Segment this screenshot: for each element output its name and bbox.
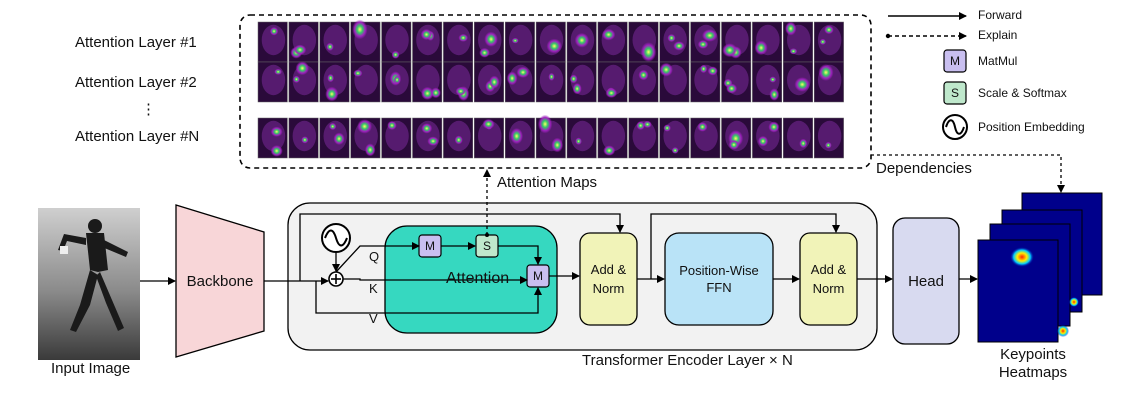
add-norm-label-1: Add & Norm [590,262,627,296]
encoder-label: Transformer Encoder Layer × N [582,352,793,369]
legend-matmul-label: MatMul [978,54,1018,68]
legend-matmul-box [943,49,967,73]
head-label: Head [908,272,944,290]
legend-forward-label: Forward [978,8,1023,22]
matmul-symbol-2: M [533,269,543,283]
keypoint-heatmaps [977,192,1103,343]
softmax-symbol: S [482,239,491,253]
add-norm-label-2: Add & Norm [810,262,847,296]
dependencies-label: Dependencies [876,160,972,177]
player-silhouette [58,219,128,332]
attention-maps-label: Attention Maps [497,174,598,191]
legend-softmax-label: Scale & Softmax [978,86,1067,100]
attention-layer-1-label: Attention Layer #1 [75,34,197,51]
attention-map-grid [257,19,844,159]
matmul-symbol-1: M [425,239,435,253]
backbone-label: Backbone [186,272,254,290]
legend-softmax-symbol: S [950,86,959,100]
value-label: V [369,311,378,326]
attention-layer-dots: ⋮ [141,101,156,118]
input-image-label: Input Image [51,360,131,377]
heatmaps-label: Keypoints Heatmaps [998,346,1068,381]
query-label: Q [369,249,380,264]
attention-label: Attention [446,270,510,287]
attention-layer-n-label: Attention Layer #N [75,128,200,145]
legend-softmax-box [943,81,967,105]
legend-matmul-symbol: M [950,54,960,68]
legend-explain-label: Explain [978,28,1018,42]
key-label: K [369,281,378,296]
legend-position-embedding-label: Position Embedding [978,120,1085,134]
ffn-label: Position-Wise FFN [679,263,759,295]
attention-layer-2-label: Attention Layer #2 [75,74,197,91]
backbone-block [175,204,265,358]
attention-maps-panel [239,14,872,169]
head-block [892,217,960,345]
